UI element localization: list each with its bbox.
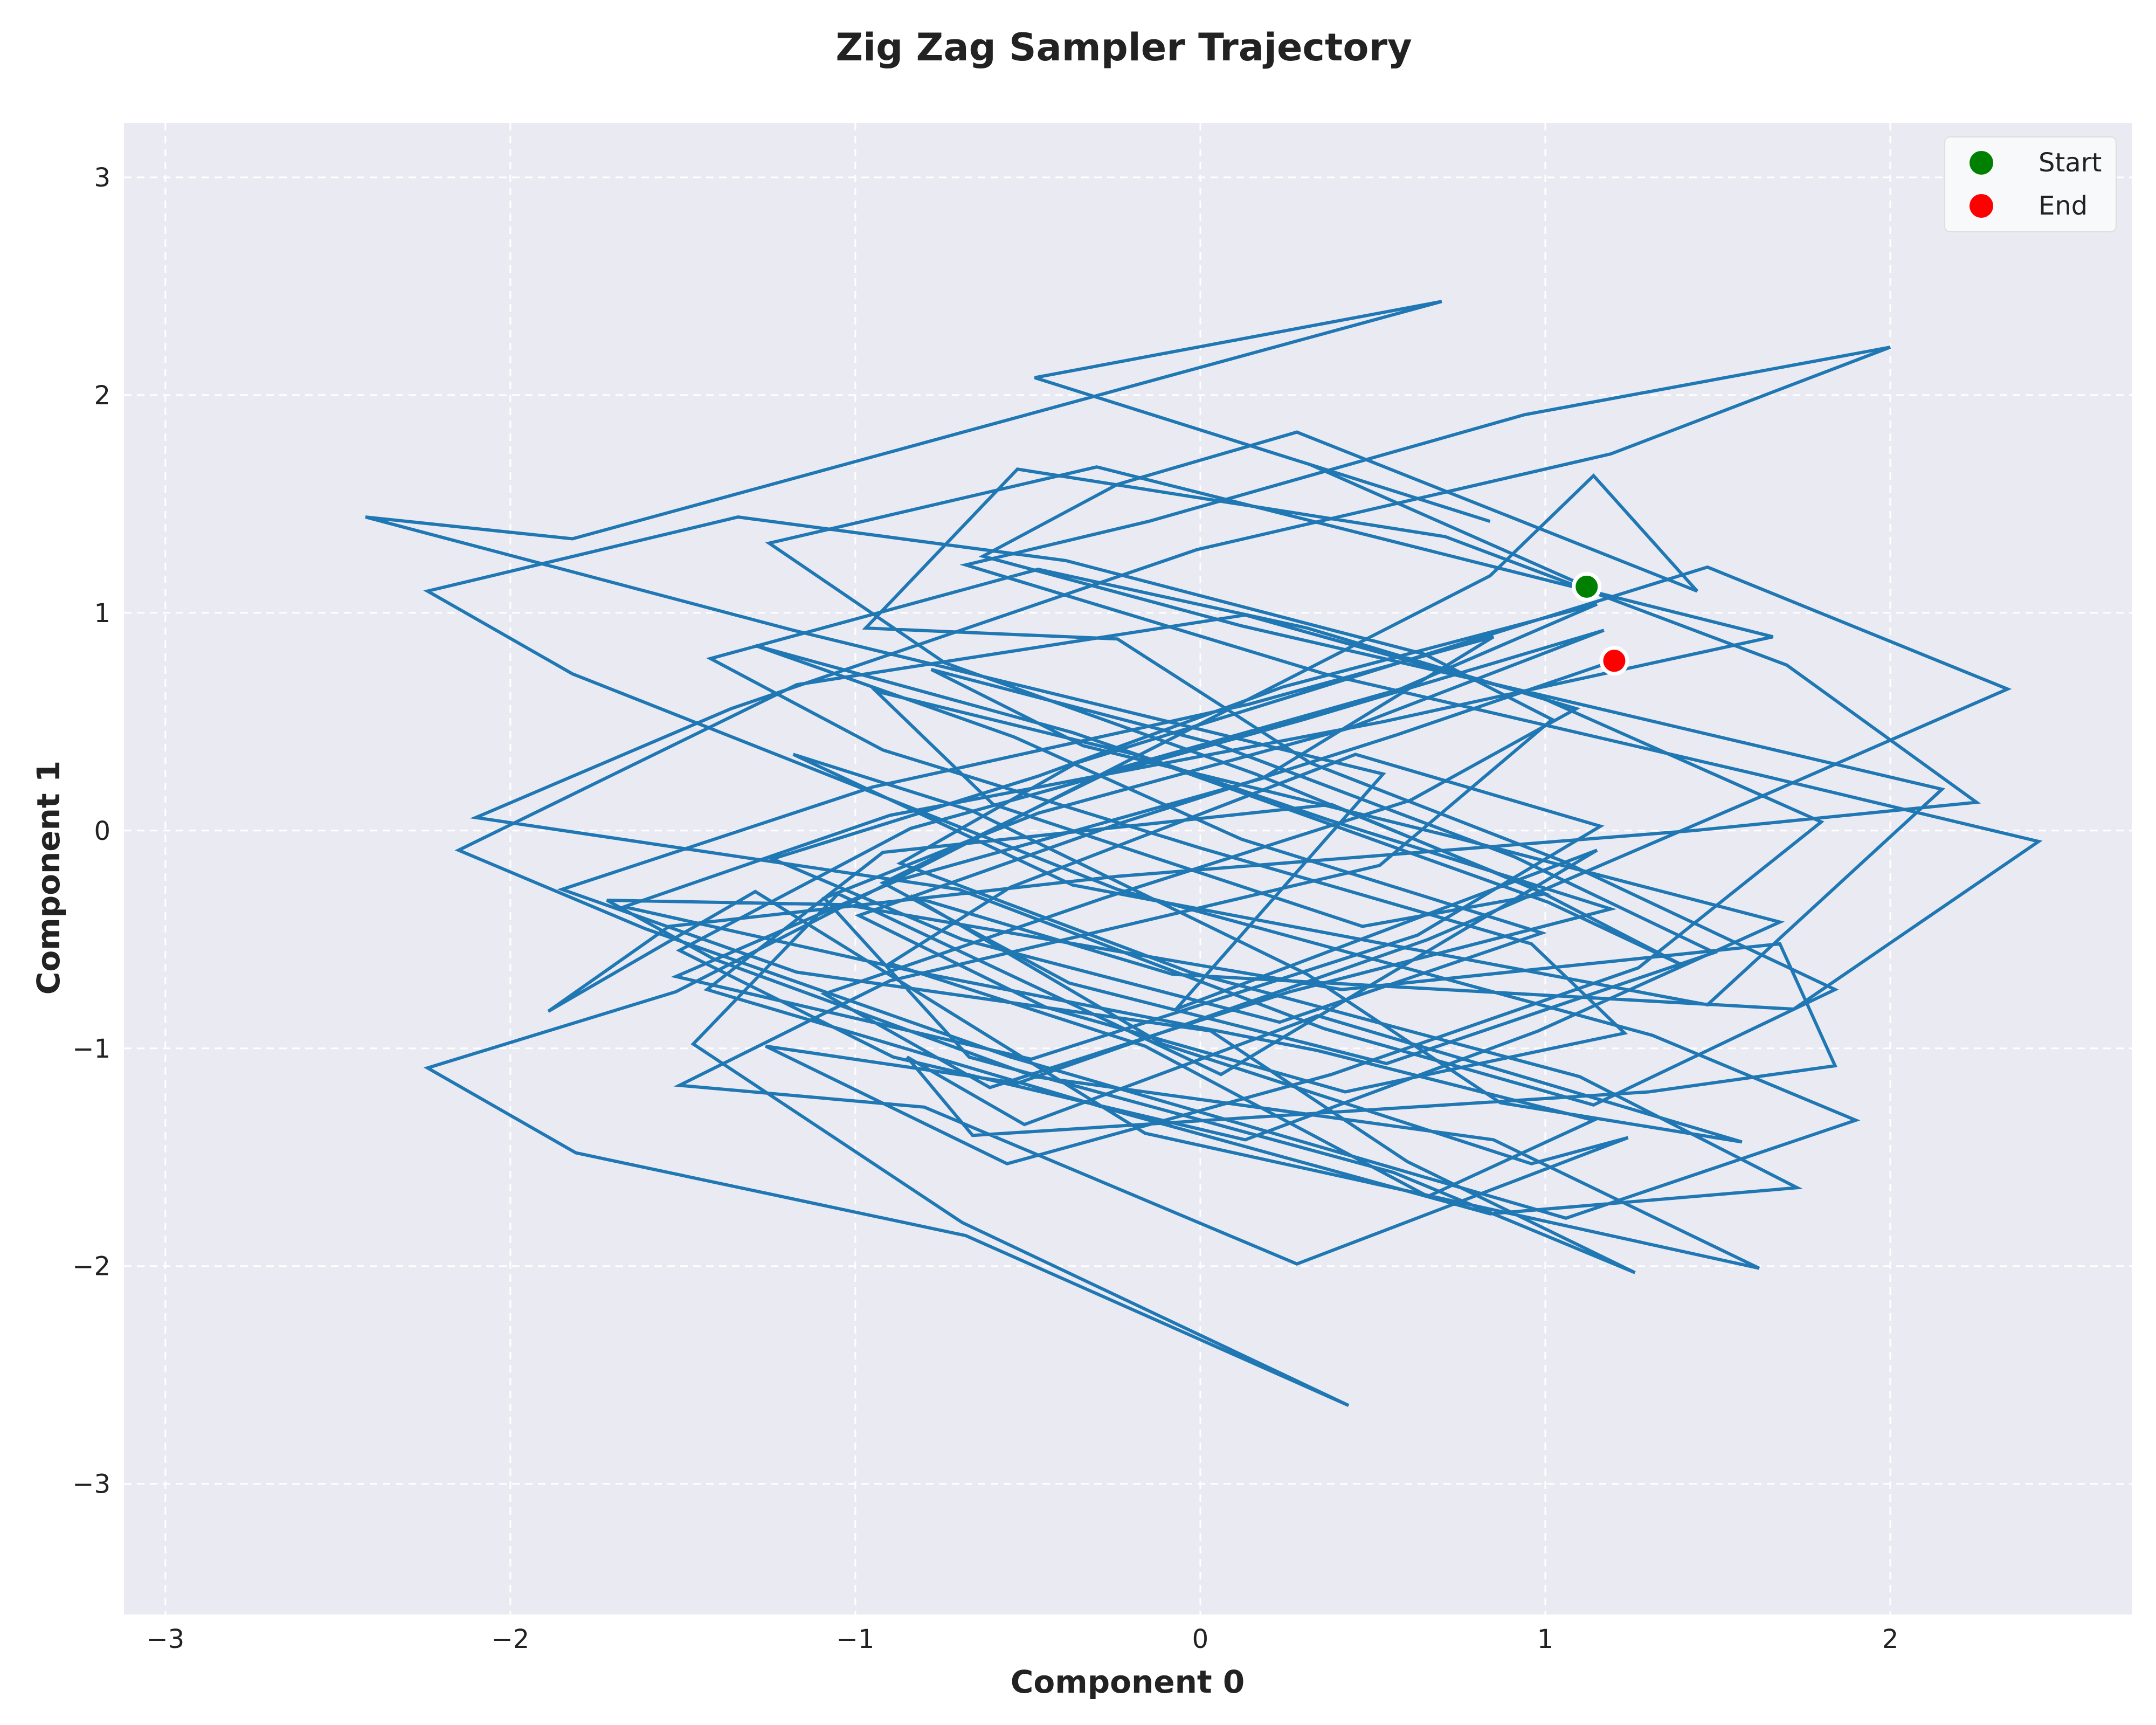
y-tick-label: −3 — [72, 1469, 110, 1500]
y-tick-label: −2 — [72, 1252, 110, 1282]
legend-start-marker — [1970, 151, 1993, 175]
y-tick-label: −1 — [72, 1034, 110, 1064]
x-axis-label: Component 0 — [1011, 1664, 1245, 1700]
x-tick-label: −3 — [146, 1624, 184, 1654]
legend-end-marker — [1970, 194, 1993, 218]
x-tick-label: −1 — [836, 1624, 874, 1654]
x-tick-label: 0 — [1192, 1624, 1209, 1654]
tick-labels: −3 −2 −1 0 1 2 −3 −2 −1 0 1 2 3 — [72, 163, 1898, 1654]
x-tick-label: −2 — [491, 1624, 529, 1654]
y-tick-label: 1 — [94, 598, 110, 629]
y-tick-label: 2 — [94, 381, 110, 411]
x-tick-label: 1 — [1537, 1624, 1554, 1654]
plot-area — [365, 300, 2043, 1407]
series-line-trajectory — [365, 300, 2043, 1407]
legend: Start End — [1944, 136, 2117, 232]
legend-end-label: End — [2038, 191, 2088, 221]
y-tick-label: 3 — [94, 163, 110, 193]
start-point — [1572, 571, 1602, 602]
grid — [124, 123, 2132, 1614]
chart-title: Zig Zag Sampler Trajectory — [835, 25, 1412, 70]
plot-background — [124, 123, 2132, 1614]
x-tick-label: 2 — [1882, 1624, 1899, 1654]
y-axis-label: Component 1 — [30, 761, 67, 995]
end-point — [1599, 646, 1629, 676]
y-tick-label: 0 — [94, 816, 110, 846]
legend-start-label: Start — [2038, 148, 2102, 178]
